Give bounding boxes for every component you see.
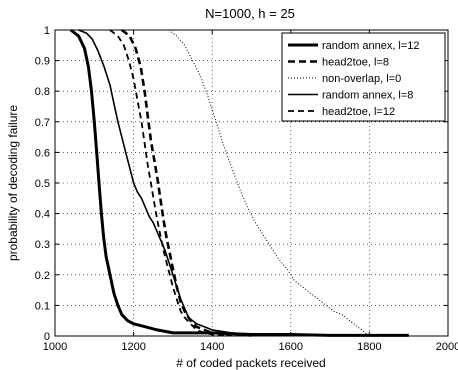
y-tick-label: 0.9 bbox=[35, 56, 50, 68]
series-layer bbox=[69, 28, 409, 337]
chart-title: N=1000, h = 25 bbox=[205, 6, 295, 21]
y-tick-label: 0 bbox=[44, 331, 50, 343]
grid bbox=[55, 30, 448, 336]
x-tick-label: 1000 bbox=[43, 341, 67, 353]
y-tick-label: 0.4 bbox=[35, 209, 50, 221]
tick-labels: 1000 1200 1400 1600 1800 2000 0 0.1 0.2 0.3 0.4 0.5… bbox=[35, 25, 458, 353]
series-line-5 bbox=[109, 29, 232, 337]
legend-label-5: head2toe, l=12 bbox=[322, 106, 395, 118]
legend-label-2: head2toe, l=8 bbox=[322, 57, 389, 69]
legend: random annex, l=12 head2toe, l=8 non-overl… bbox=[281, 32, 446, 122]
x-tick-label: 1800 bbox=[357, 341, 381, 353]
y-tick-label: 0.5 bbox=[35, 178, 50, 190]
y-tick-label: 0.1 bbox=[35, 300, 50, 312]
y-tick-label: 0.7 bbox=[35, 117, 50, 129]
y-tick-label: 0.8 bbox=[35, 86, 50, 98]
x-tick-label: 1600 bbox=[279, 341, 303, 353]
x-tick-label: 2000 bbox=[436, 341, 458, 353]
series-line-4 bbox=[78, 29, 409, 337]
series-line-3 bbox=[168, 29, 370, 337]
legend-box bbox=[281, 32, 446, 122]
y-tick-label: 1 bbox=[44, 25, 50, 37]
legend-label-3: non-overlap, l=0 bbox=[322, 73, 401, 85]
y-axis-label: probability of decoding failure bbox=[6, 105, 20, 261]
x-axis-label: # of coded packets received bbox=[176, 356, 325, 370]
series-line-2 bbox=[121, 28, 252, 337]
x-tick-label: 1400 bbox=[200, 341, 224, 353]
x-tick-label: 1200 bbox=[121, 341, 145, 353]
y-tick-label: 0.6 bbox=[35, 147, 50, 159]
legend-label-1: random annex, l=12 bbox=[322, 40, 420, 52]
y-tick-label: 0.2 bbox=[35, 270, 50, 282]
y-tick-label: 0.3 bbox=[35, 239, 50, 251]
legend-label-4: random annex, l=8 bbox=[322, 90, 413, 102]
